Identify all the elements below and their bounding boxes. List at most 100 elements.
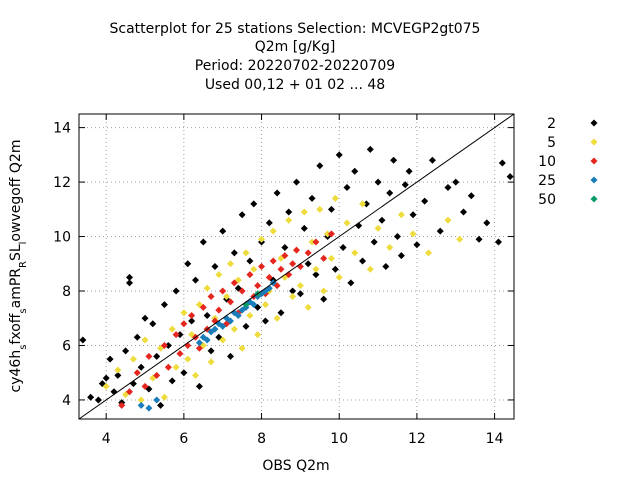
- data-point: [203, 312, 211, 320]
- data-point: [261, 301, 269, 309]
- data-point: [114, 371, 122, 379]
- data-point: [281, 252, 289, 260]
- data-point: [277, 309, 285, 317]
- y-label-subscript: l: [18, 242, 29, 245]
- legend-label: 2: [547, 116, 556, 132]
- data-point: [215, 306, 223, 314]
- data-point: [421, 197, 429, 205]
- data-point: [293, 246, 300, 254]
- x-tick-label: 10: [330, 431, 348, 447]
- data-point: [428, 156, 436, 164]
- data-point: [87, 393, 95, 401]
- y-label-subscript: s: [18, 308, 29, 313]
- data-point: [188, 312, 196, 320]
- data-point: [316, 205, 324, 213]
- data-point: [374, 178, 382, 186]
- data-point: [393, 233, 401, 241]
- data-point: [246, 312, 254, 320]
- data-point: [300, 208, 308, 216]
- data-point: [133, 333, 141, 341]
- data-point: [359, 200, 367, 208]
- data-point: [273, 314, 281, 322]
- x-tick-label: 6: [179, 431, 188, 447]
- data-point: [145, 404, 153, 412]
- data-point: [409, 211, 417, 219]
- legend-marker: [590, 176, 598, 184]
- data-point: [320, 295, 328, 303]
- data-point: [137, 401, 145, 409]
- data-point: [265, 273, 273, 281]
- data-point: [141, 336, 149, 344]
- data-point: [230, 325, 238, 333]
- data-point: [316, 162, 324, 170]
- x-tick-label: 12: [408, 431, 426, 447]
- data-point: [425, 249, 433, 257]
- data-point: [242, 249, 250, 257]
- title-line-4: Used 00,12 + 01 02 ... 48: [205, 77, 385, 93]
- data-point: [250, 301, 258, 309]
- data-point: [331, 265, 339, 273]
- data-point: [145, 352, 153, 360]
- data-point: [397, 252, 405, 260]
- data-point: [230, 279, 238, 287]
- data-point: [207, 347, 215, 355]
- data-point: [378, 216, 386, 224]
- data-point: [172, 363, 180, 371]
- data-point: [366, 265, 374, 273]
- data-point: [176, 331, 184, 339]
- data-point: [296, 282, 304, 290]
- data-point: [203, 284, 211, 292]
- legend-marker: [590, 195, 598, 203]
- data-point: [444, 216, 452, 224]
- data-point: [304, 303, 312, 311]
- data-point: [153, 371, 161, 379]
- y-label-subscript: s: [18, 345, 29, 350]
- data-point: [219, 336, 227, 344]
- data-point: [335, 151, 343, 159]
- y-tick-label: 8: [62, 284, 71, 300]
- data-point: [436, 227, 444, 235]
- data-point: [320, 254, 328, 262]
- diagonal-reference-line: [78, 113, 515, 420]
- data-point: [160, 341, 168, 349]
- data-point: [114, 366, 122, 374]
- axis-ticks: 4 6 8 10 12 14 4 6 8 10 12 14: [53, 114, 514, 447]
- data-point: [141, 382, 149, 390]
- data-point: [137, 396, 145, 404]
- data-point: [347, 279, 355, 287]
- data-point: [285, 208, 293, 216]
- x-tick-label: 14: [486, 431, 504, 447]
- data-point: [226, 260, 234, 268]
- data-point: [452, 178, 460, 186]
- data-point: [312, 265, 320, 273]
- data-point: [289, 287, 297, 295]
- data-point: [258, 235, 266, 243]
- data-point: [125, 388, 133, 396]
- data-point: [180, 320, 188, 328]
- data-point: [494, 238, 502, 246]
- data-point: [184, 260, 192, 268]
- data-point: [153, 352, 161, 360]
- data-point: [226, 352, 234, 360]
- data-point: [125, 273, 133, 281]
- data-point: [250, 200, 258, 208]
- data-point: [137, 363, 145, 371]
- data-point: [390, 156, 398, 164]
- data-point: [246, 257, 254, 265]
- data-point: [172, 287, 180, 295]
- data-point: [122, 390, 130, 398]
- data-point: [118, 401, 126, 409]
- plot-frame: [78, 113, 515, 420]
- series-5-points: [102, 194, 464, 404]
- data-point: [370, 238, 378, 246]
- series-2-points: [79, 145, 514, 409]
- data-point: [195, 339, 203, 347]
- data-point: [269, 227, 277, 235]
- data-point: [444, 184, 452, 192]
- data-point: [238, 211, 246, 219]
- data-point: [374, 224, 382, 232]
- data-point: [94, 396, 102, 404]
- data-point: [164, 363, 172, 371]
- data-point: [238, 287, 246, 295]
